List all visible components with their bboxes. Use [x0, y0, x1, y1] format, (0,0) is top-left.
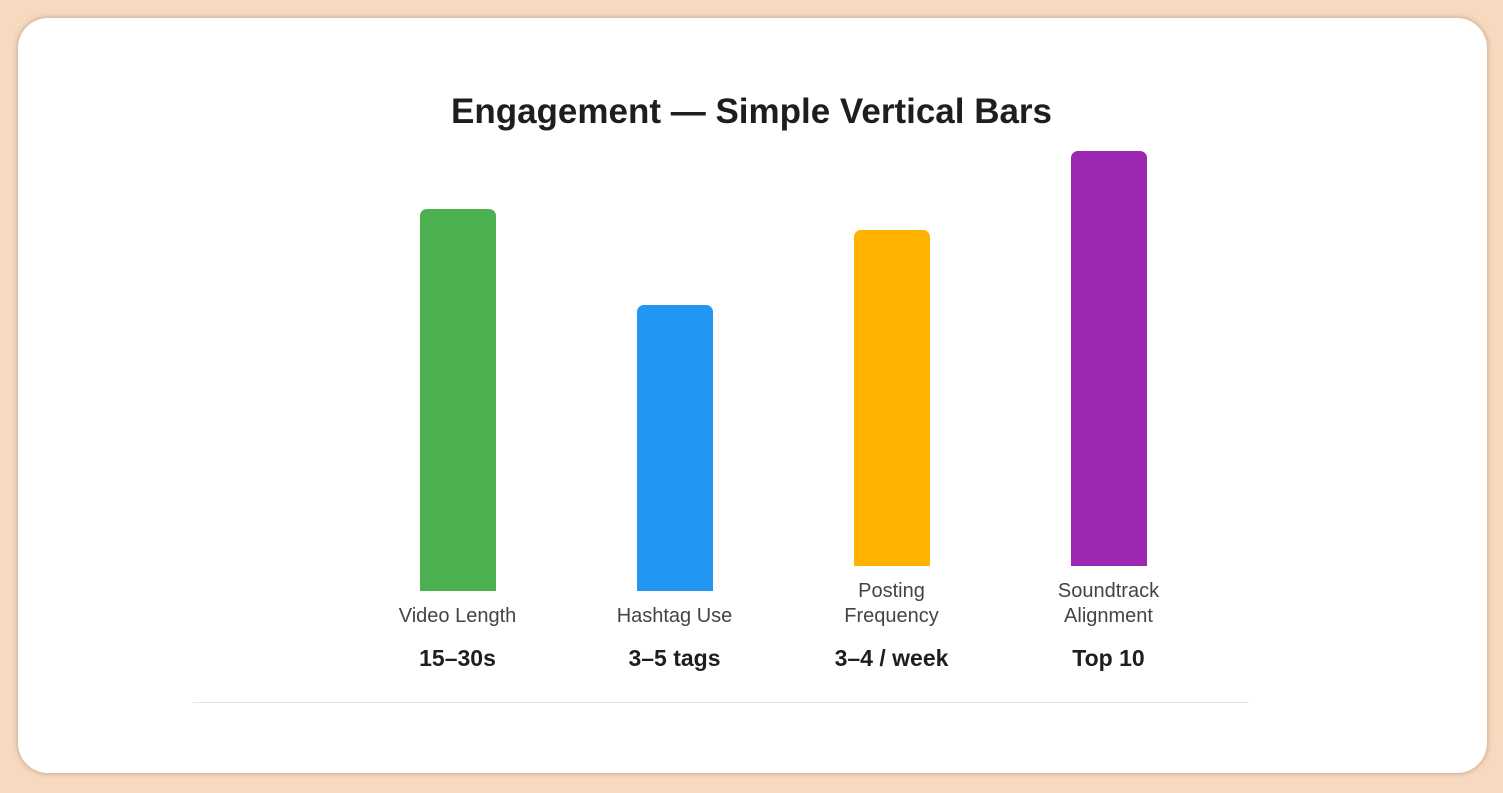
bar	[419, 209, 496, 591]
value-annotation: 3–4 / week	[834, 645, 949, 671]
divider	[193, 702, 1249, 703]
card	[18, 18, 1487, 773]
category-label: Soundtrack Alignment	[1057, 580, 1160, 627]
bar	[853, 229, 930, 566]
bar-group: Video Length 15–30s	[349, 209, 566, 673]
bar-group: Hashtag Use 3–5 tags	[566, 304, 783, 673]
value-annotation: 3–5 tags	[628, 645, 721, 671]
bar-group: Posting Frequency 3–4 / week	[783, 229, 1000, 673]
value-annotation: Top 10	[1072, 645, 1145, 671]
bar	[1070, 151, 1147, 566]
category-label: Hashtag Use	[616, 605, 733, 627]
value-annotation: 15–30s	[419, 645, 496, 671]
category-label: Video Length	[398, 605, 517, 627]
bar-group: Soundtrack Alignment Top 10	[1000, 151, 1217, 673]
category-label: Posting Frequency	[844, 580, 939, 627]
bar	[636, 304, 713, 591]
chart: Video Length 15–30s Hashtag Use 3–5 tags Pos…	[349, 130, 1217, 673]
chart-title: Engagement — Simple Vertical Bars	[450, 92, 1053, 131]
